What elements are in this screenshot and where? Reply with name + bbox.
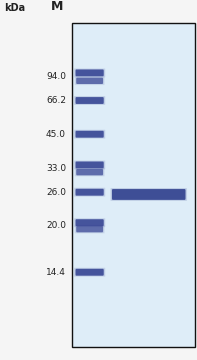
Text: 66.2: 66.2	[46, 96, 66, 105]
FancyBboxPatch shape	[75, 188, 104, 196]
FancyBboxPatch shape	[75, 69, 104, 77]
FancyBboxPatch shape	[75, 161, 104, 169]
FancyBboxPatch shape	[76, 78, 103, 84]
FancyBboxPatch shape	[110, 188, 187, 201]
FancyBboxPatch shape	[75, 77, 105, 85]
Bar	[113, 23, 117, 347]
Bar	[158, 23, 162, 347]
Bar	[179, 23, 183, 347]
FancyBboxPatch shape	[75, 269, 104, 276]
Bar	[97, 23, 101, 347]
Bar	[191, 23, 195, 347]
FancyBboxPatch shape	[75, 219, 104, 226]
FancyBboxPatch shape	[75, 162, 104, 168]
FancyBboxPatch shape	[74, 268, 105, 277]
FancyBboxPatch shape	[74, 130, 105, 139]
FancyBboxPatch shape	[75, 97, 104, 104]
Bar	[142, 23, 146, 347]
Text: 26.0: 26.0	[46, 188, 66, 197]
Bar	[105, 23, 109, 347]
FancyBboxPatch shape	[74, 68, 105, 77]
Text: 33.0: 33.0	[46, 164, 66, 173]
Bar	[101, 23, 105, 347]
Bar	[170, 23, 175, 347]
FancyBboxPatch shape	[74, 218, 105, 227]
FancyBboxPatch shape	[76, 226, 103, 232]
FancyBboxPatch shape	[74, 161, 105, 170]
Bar	[84, 23, 88, 347]
FancyBboxPatch shape	[75, 168, 105, 176]
Bar	[72, 23, 195, 347]
Bar	[76, 23, 80, 347]
Bar	[129, 23, 134, 347]
Bar	[162, 23, 166, 347]
FancyBboxPatch shape	[75, 69, 104, 76]
FancyBboxPatch shape	[75, 168, 104, 176]
FancyBboxPatch shape	[76, 169, 103, 175]
FancyBboxPatch shape	[74, 96, 105, 105]
Bar	[183, 23, 187, 347]
FancyBboxPatch shape	[75, 77, 104, 84]
Bar	[166, 23, 170, 347]
Text: 20.0: 20.0	[46, 221, 66, 230]
FancyBboxPatch shape	[75, 131, 104, 138]
FancyBboxPatch shape	[75, 219, 104, 226]
Bar	[175, 23, 179, 347]
Bar	[154, 23, 158, 347]
Bar	[121, 23, 125, 347]
Bar	[187, 23, 191, 347]
Bar	[72, 23, 76, 347]
FancyBboxPatch shape	[75, 226, 104, 233]
FancyBboxPatch shape	[75, 269, 104, 276]
Bar	[150, 23, 154, 347]
Bar	[125, 23, 129, 347]
FancyBboxPatch shape	[112, 189, 186, 200]
Text: 45.0: 45.0	[46, 130, 66, 139]
Bar	[109, 23, 113, 347]
FancyBboxPatch shape	[75, 225, 105, 233]
FancyBboxPatch shape	[75, 130, 104, 138]
FancyBboxPatch shape	[111, 189, 186, 200]
Bar	[138, 23, 142, 347]
Bar	[146, 23, 150, 347]
FancyBboxPatch shape	[75, 189, 104, 195]
Text: 94.0: 94.0	[46, 72, 66, 81]
Bar	[80, 23, 84, 347]
FancyBboxPatch shape	[75, 97, 104, 104]
Bar	[92, 23, 97, 347]
Bar	[117, 23, 121, 347]
Text: kDa: kDa	[4, 3, 25, 13]
FancyBboxPatch shape	[74, 188, 105, 197]
Text: 14.4: 14.4	[46, 268, 66, 277]
Bar	[134, 23, 138, 347]
Text: M: M	[51, 0, 63, 13]
Bar	[88, 23, 92, 347]
